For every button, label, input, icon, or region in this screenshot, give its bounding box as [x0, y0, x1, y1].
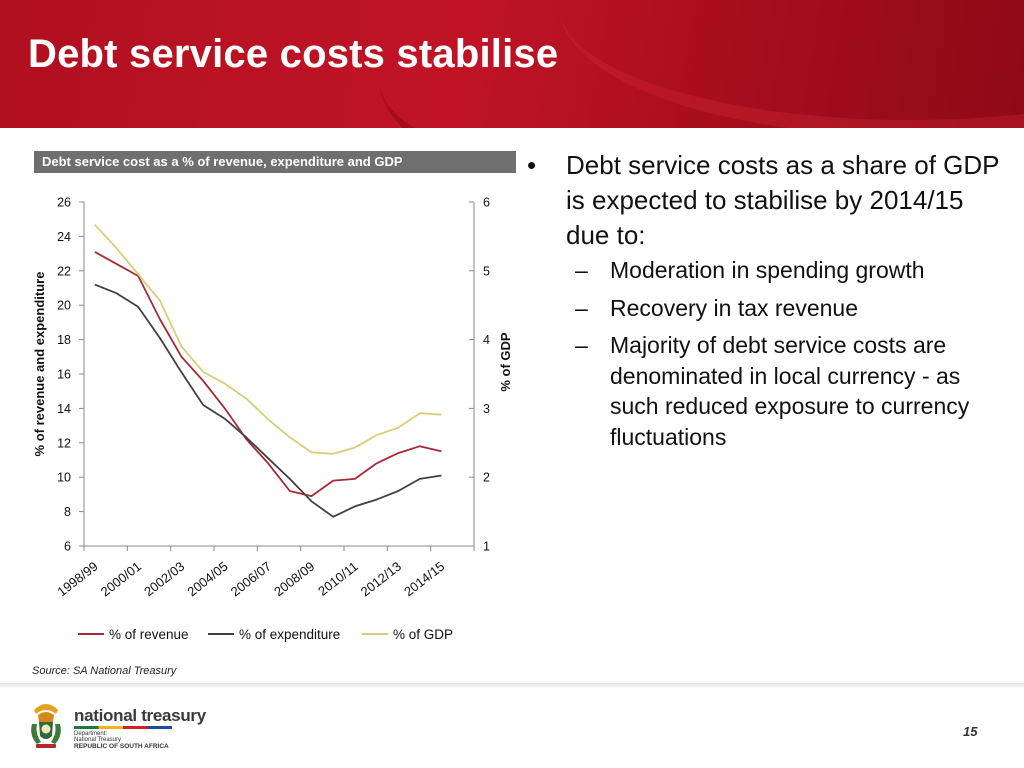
sub-bullet-text: Majority of debt service costs are denom… [610, 332, 970, 450]
y-tick-label-left: 24 [57, 230, 71, 244]
legend-expenditure-label: % of expenditure [239, 627, 340, 642]
page-number: 15 [963, 724, 978, 739]
series-line-revenue [94, 251, 442, 498]
national-treasury-logo: national treasury Department: National T… [28, 700, 206, 750]
y-tick-label-left: 10 [57, 471, 71, 485]
logo-name: national treasury [74, 706, 206, 725]
x-tick-label: 2014/15 [401, 559, 447, 600]
y-tick-label-left: 6 [64, 540, 71, 554]
slide-header: Debt service costs stabilise [0, 0, 1024, 128]
x-tick-label: 2006/07 [228, 559, 274, 600]
x-tick-label: 2004/05 [184, 559, 230, 600]
coat-of-arms-icon [31, 704, 61, 748]
slide-title: Debt service costs stabilise [28, 32, 559, 76]
line-chart: 26 24 22 20 18 16 14 12 10 8 6 6 5 4 3 2 1 1998/992000/01… [32, 196, 513, 643]
bullet-main-text: Debt service costs as a share of GDP is … [566, 150, 1000, 250]
bullet-main: • Debt service costs as a share of GDP i… [523, 148, 1013, 253]
sub-bullet-spending: – Moderation in spending growth [523, 255, 1013, 286]
y-axis-title-right: % of GDP [498, 332, 513, 392]
y-tick-label-right: 3 [483, 402, 490, 416]
bullet-dot-icon: • [527, 150, 537, 180]
source-note: Source: SA National Treasury [32, 665, 177, 677]
sub-bullet-text: Recovery in tax revenue [610, 294, 859, 321]
sub-bullet-tax: – Recovery in tax revenue [523, 293, 1013, 324]
series-line-expenditure [94, 283, 442, 518]
y-tick-label-left: 20 [57, 299, 71, 313]
sub-bullet-list: – Moderation in spending growth – Recove… [523, 255, 1013, 452]
y-tick-label-left: 16 [57, 368, 71, 382]
y-tick-label-right: 6 [483, 196, 490, 210]
logo-dept-name: National Treasury [74, 737, 122, 743]
x-tick-label: 2010/11 [315, 559, 361, 599]
y-tick-label-left: 22 [57, 264, 71, 278]
header-swoosh-light [560, 0, 1024, 128]
y-tick-label-left: 8 [64, 505, 71, 519]
series-line-gdp [94, 224, 442, 455]
y-tick-label-left: 18 [57, 333, 71, 347]
sub-bullet-text: Moderation in spending growth [610, 257, 925, 283]
logo-color-bar [74, 726, 172, 729]
x-tick-label: 2008/09 [271, 559, 317, 600]
logo-department: Department: [74, 731, 108, 737]
y-tick-label-right: 2 [483, 471, 490, 485]
dash-icon: – [575, 257, 588, 283]
y-tick-label-right: 4 [483, 333, 490, 347]
logo-country: REPUBLIC OF SOUTH AFRICA [74, 743, 169, 750]
x-tick-label: 2012/13 [358, 559, 404, 600]
chart-title: Debt service cost as a % of revenue, exp… [34, 151, 516, 173]
y-tick-label-right: 5 [483, 264, 490, 278]
legend-revenue-label: % of revenue [109, 627, 189, 642]
y-tick-label-left: 14 [57, 402, 71, 416]
x-tick-label: 2000/01 [98, 559, 144, 600]
footer-divider [0, 683, 1024, 688]
bullet-list: • Debt service costs as a share of GDP i… [523, 148, 1013, 459]
legend-gdp-label: % of GDP [393, 627, 453, 642]
y-tick-label-left: 12 [57, 436, 71, 450]
x-tick-label: 1998/99 [54, 559, 100, 600]
y-tick-label-right: 1 [483, 540, 490, 554]
y-axis-title-left: % of revenue and expenditure [32, 272, 47, 457]
dash-icon: – [575, 294, 588, 321]
y-tick-label-left: 26 [57, 196, 71, 210]
sub-bullet-currency: – Majority of debt service costs are den… [523, 330, 1013, 452]
x-tick-label: 2002/03 [141, 559, 187, 600]
dash-icon: – [575, 332, 588, 358]
